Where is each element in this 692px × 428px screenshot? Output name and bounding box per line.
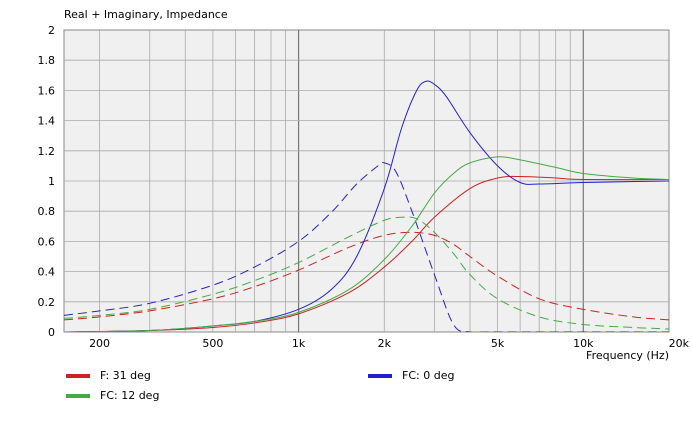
legend-swatch-green (66, 393, 90, 398)
y-tick-label: 0.2 (38, 296, 56, 309)
x-tick-label: 2k (378, 337, 392, 350)
series-line-imaginary (64, 231, 669, 321)
series-line-imaginary (64, 161, 669, 332)
legend-swatch-red (66, 373, 90, 378)
series-line-real (64, 175, 669, 332)
y-tick-label: 0 (48, 326, 55, 339)
y-tick-label: 1.2 (38, 145, 56, 158)
x-tick-label: 1k (292, 337, 306, 350)
y-axis-tick-labels: 0 0.2 0.4 0.6 0.8 1 1.2 1.4 1.6 1.8 2 (38, 24, 56, 339)
x-tick-label: 20k (669, 337, 690, 350)
legend-item-fc-0: FC: 0 deg (368, 369, 454, 382)
y-tick-label: 1 (48, 175, 55, 188)
legend-item-f-31: F: 31 deg (66, 369, 151, 382)
x-tick-label: 500 (202, 337, 223, 350)
legend-swatch-blue (368, 373, 392, 378)
series-line-imaginary (64, 216, 669, 330)
chart-title: Real + Imaginary, Impedance (64, 8, 228, 21)
series-line-real (64, 156, 669, 332)
y-tick-label: 0.8 (38, 205, 56, 218)
x-axis-label: Frequency (Hz) (586, 349, 669, 362)
x-tick-label: 200 (89, 337, 110, 350)
series-lines (64, 80, 669, 332)
legend-item-fc-12: FC: 12 deg (66, 389, 159, 402)
y-tick-label: 2 (48, 24, 55, 37)
y-tick-label: 0.6 (38, 235, 56, 248)
legend-label: F: 31 deg (100, 369, 151, 382)
grid-lines (64, 30, 669, 332)
y-tick-label: 0.4 (38, 266, 56, 279)
legend-label: FC: 12 deg (100, 389, 160, 402)
y-tick-label: 1.4 (38, 115, 56, 128)
y-tick-label: 1.8 (38, 54, 56, 67)
x-tick-label: 5k (491, 337, 505, 350)
x-tick-label: 10k (573, 337, 594, 350)
legend-label: FC: 0 deg (402, 369, 455, 382)
x-axis-tick-labels: 200 500 1k 2k 5k 10k 20k (89, 337, 690, 350)
y-tick-label: 1.6 (38, 84, 56, 97)
